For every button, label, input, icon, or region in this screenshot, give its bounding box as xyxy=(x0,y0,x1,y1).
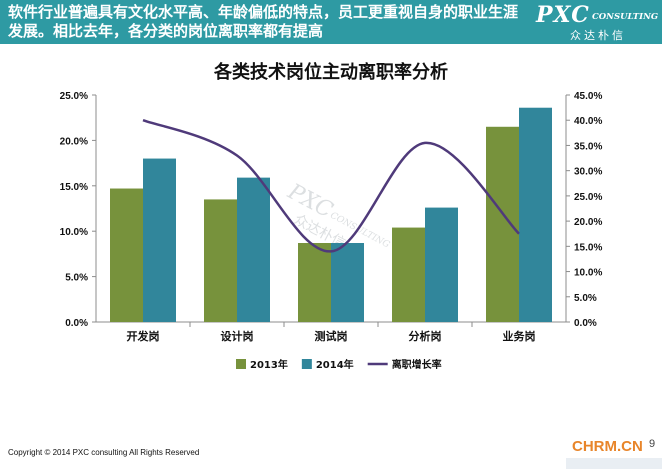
bar-2013年-设计岗 xyxy=(204,199,237,322)
bottom-decoration-bar xyxy=(566,458,662,469)
y-right-tick-label: 10.0% xyxy=(574,268,602,279)
y-right-tick-label: 15.0% xyxy=(574,242,602,253)
site-watermark-text: CHRM.CN xyxy=(572,438,643,455)
bar-2014年-设计岗 xyxy=(237,177,270,322)
y-left-tick-label: 15.0% xyxy=(60,182,88,193)
x-category-label: 测试岗 xyxy=(315,329,348,343)
bar-2014年-测试岗 xyxy=(331,243,364,322)
bar-2014年-业务岗 xyxy=(519,107,552,322)
y-left-tick-label: 25.0% xyxy=(60,91,88,102)
x-category-label: 分析岗 xyxy=(409,329,442,343)
slide-number: 9 xyxy=(649,438,656,450)
y-left-tick-label: 0.0% xyxy=(65,318,88,329)
bar-2013年-业务岗 xyxy=(486,126,519,322)
bar-2014年-开发岗 xyxy=(143,158,176,322)
header-banner: 软件行业普遍具有文化水平高、年龄偏低的特点，员工更重视自身的职业生涯发展。相比去… xyxy=(0,0,662,44)
y-left-tick-label: 5.0% xyxy=(65,273,88,284)
y-right-tick-label: 40.0% xyxy=(574,116,602,127)
x-category-label: 开发岗 xyxy=(127,329,160,343)
y-right-tick-label: 0.0% xyxy=(574,318,597,329)
bar-2013年-开发岗 xyxy=(110,188,143,322)
y-left-tick-label: 20.0% xyxy=(60,136,88,147)
logo-sub-text: CONSULTING xyxy=(592,12,659,22)
y-right-tick-label: 30.0% xyxy=(574,167,602,178)
copyright-text: Copyright © 2014 PXC consulting All Righ… xyxy=(8,448,200,457)
y-left-tick-label: 10.0% xyxy=(60,227,88,238)
y-right-tick-label: 35.0% xyxy=(574,141,602,152)
chart-title: 各类技术岗位主动离职率分析 xyxy=(214,62,448,83)
x-category-label: 设计岗 xyxy=(221,329,254,343)
y-right-tick-label: 25.0% xyxy=(574,192,602,203)
bar-2013年-分析岗 xyxy=(392,227,425,322)
y-right-tick-label: 5.0% xyxy=(574,293,597,304)
legend-label-1: 2014年 xyxy=(316,358,354,371)
line-离职增长率 xyxy=(142,119,520,253)
y-right-tick-label: 20.0% xyxy=(574,217,602,228)
pxc-logo: PXC CONSULTING 众达朴信 xyxy=(536,2,660,42)
legend-label-2: 离职增长率 xyxy=(392,358,442,371)
y-right-tick-label: 45.0% xyxy=(574,91,602,102)
logo-chinese-text: 众达朴信 xyxy=(570,29,626,42)
x-category-label: 业务岗 xyxy=(503,329,536,343)
legend-swatch-1 xyxy=(301,359,312,369)
logo-main-text: PXC xyxy=(536,2,590,28)
banner-summary-text: 软件行业普遍具有文化水平高、年龄偏低的特点，员工更重视自身的职业生涯发展。相比去… xyxy=(8,3,519,40)
bar-2014年-分析岗 xyxy=(425,207,458,322)
legend-swatch-0 xyxy=(236,359,246,369)
bar-2013年-测试岗 xyxy=(298,243,331,322)
legend-label-0: 2013年 xyxy=(250,358,288,371)
